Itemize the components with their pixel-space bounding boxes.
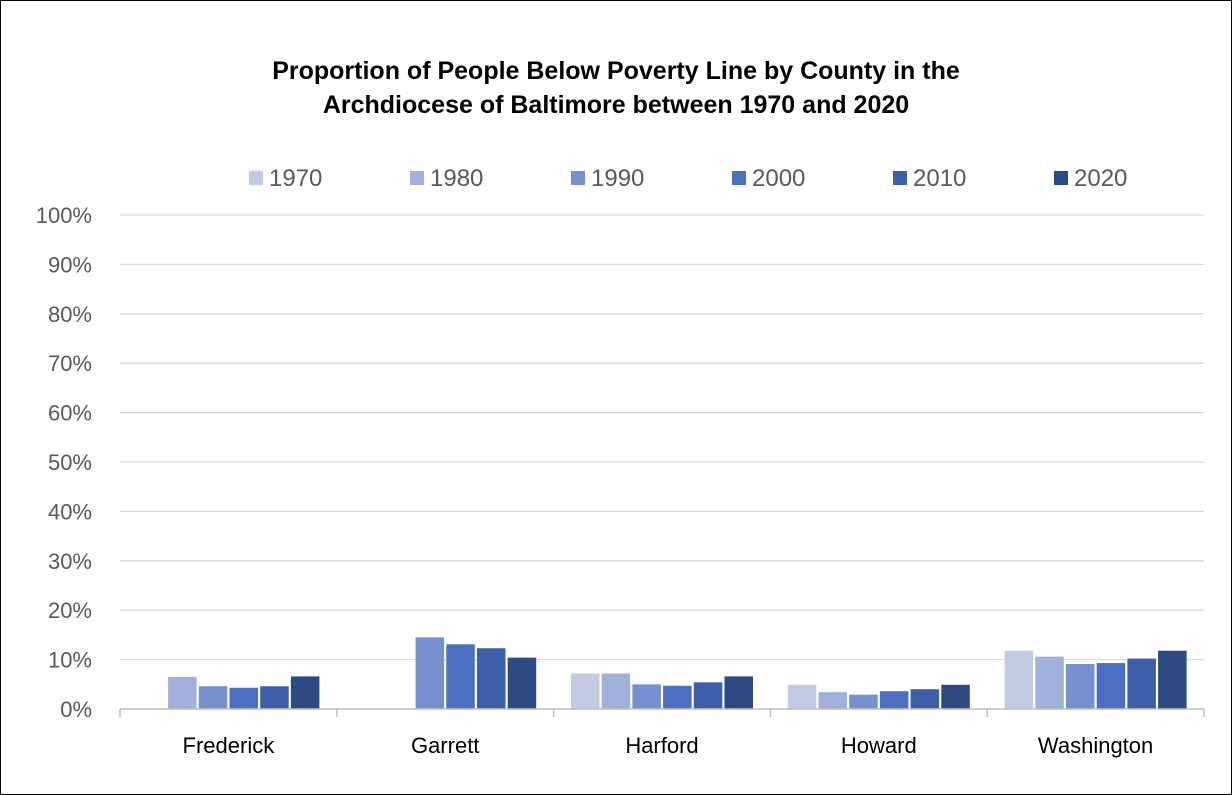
y-tick-label: 90%	[48, 252, 92, 277]
bar-2020-garrett	[507, 657, 537, 709]
bar-2020-harford	[724, 676, 753, 709]
bar-1970-washington	[1004, 650, 1034, 709]
x-tick-label: Washington	[1038, 733, 1153, 758]
bar-2000-washington	[1096, 663, 1126, 709]
legend-swatch-2000	[732, 171, 746, 185]
y-axis: 0% 10% 20% 30% 40% 50% 60% 70% 80% 90% 100%	[36, 203, 92, 722]
chart-title: Proportion of People Below Poverty Line …	[0, 54, 1232, 122]
legend-label-2010: 2010	[913, 165, 966, 192]
y-tick-label: 80%	[48, 302, 92, 327]
y-tick-label: 10%	[48, 648, 92, 673]
x-tick-label: Howard	[841, 733, 917, 758]
bar-1990-garrett	[415, 637, 445, 709]
bar-2000-frederick	[229, 687, 258, 709]
legend: 1970 1980 1990 2000 2010 2020	[249, 165, 1127, 192]
legend-label-2000: 2000	[752, 165, 805, 192]
bar-1990-howard	[849, 694, 878, 709]
bar-1990-washington	[1066, 664, 1095, 709]
legend-label-2020: 2020	[1074, 165, 1127, 192]
bar-1980-frederick	[168, 676, 197, 709]
bar-1990-frederick	[198, 686, 228, 709]
legend-swatch-1990	[571, 171, 585, 185]
legend-swatch-1980	[410, 171, 424, 185]
bar-2000-howard	[879, 691, 909, 709]
legend-label-1970: 1970	[269, 165, 322, 192]
bar-2000-garrett	[446, 644, 475, 709]
x-tick-label: Frederick	[183, 733, 276, 758]
bar-2020-frederick	[290, 676, 320, 709]
legend-swatch-2020	[1054, 171, 1068, 185]
y-tick-label: 70%	[48, 351, 92, 376]
bar-2010-garrett	[477, 648, 506, 709]
bar-1980-washington	[1035, 656, 1064, 709]
y-tick-label: 40%	[48, 499, 92, 524]
bar-2020-washington	[1158, 650, 1187, 709]
x-tick-label: Harford	[625, 733, 698, 758]
bars	[168, 637, 1187, 709]
y-tick-label: 50%	[48, 450, 92, 475]
bar-2010-frederick	[260, 686, 289, 709]
chart-title-line-1: Proportion of People Below Poverty Line …	[272, 57, 960, 85]
bar-1970-howard	[787, 684, 817, 709]
gridlines	[120, 214, 1204, 661]
bar-2010-harford	[693, 682, 723, 709]
bar-1980-howard	[818, 692, 847, 709]
bar-1990-harford	[632, 684, 661, 709]
bar-2000-harford	[663, 685, 692, 709]
y-tick-label: 100%	[36, 203, 92, 228]
legend-label-1990: 1990	[591, 165, 644, 192]
legend-swatch-2010	[893, 171, 907, 185]
chart-title-line-2: Archdiocese of Baltimore between 1970 an…	[322, 91, 910, 119]
bar-1980-harford	[601, 673, 631, 709]
legend-label-1980: 1980	[430, 165, 483, 192]
y-tick-label: 60%	[48, 401, 92, 426]
y-tick-label: 20%	[48, 598, 92, 623]
x-axis: Frederick Garrett Harford Howard Washington	[119, 708, 1205, 758]
bar-2010-washington	[1127, 658, 1156, 709]
legend-swatch-1970	[249, 171, 263, 185]
bar-2010-howard	[910, 689, 940, 709]
y-tick-label: 30%	[48, 549, 92, 574]
bar-2020-howard	[941, 684, 970, 709]
bar-1970-harford	[571, 673, 600, 709]
y-tick-label: 0%	[60, 697, 92, 722]
x-tick-label: Garrett	[411, 733, 479, 758]
